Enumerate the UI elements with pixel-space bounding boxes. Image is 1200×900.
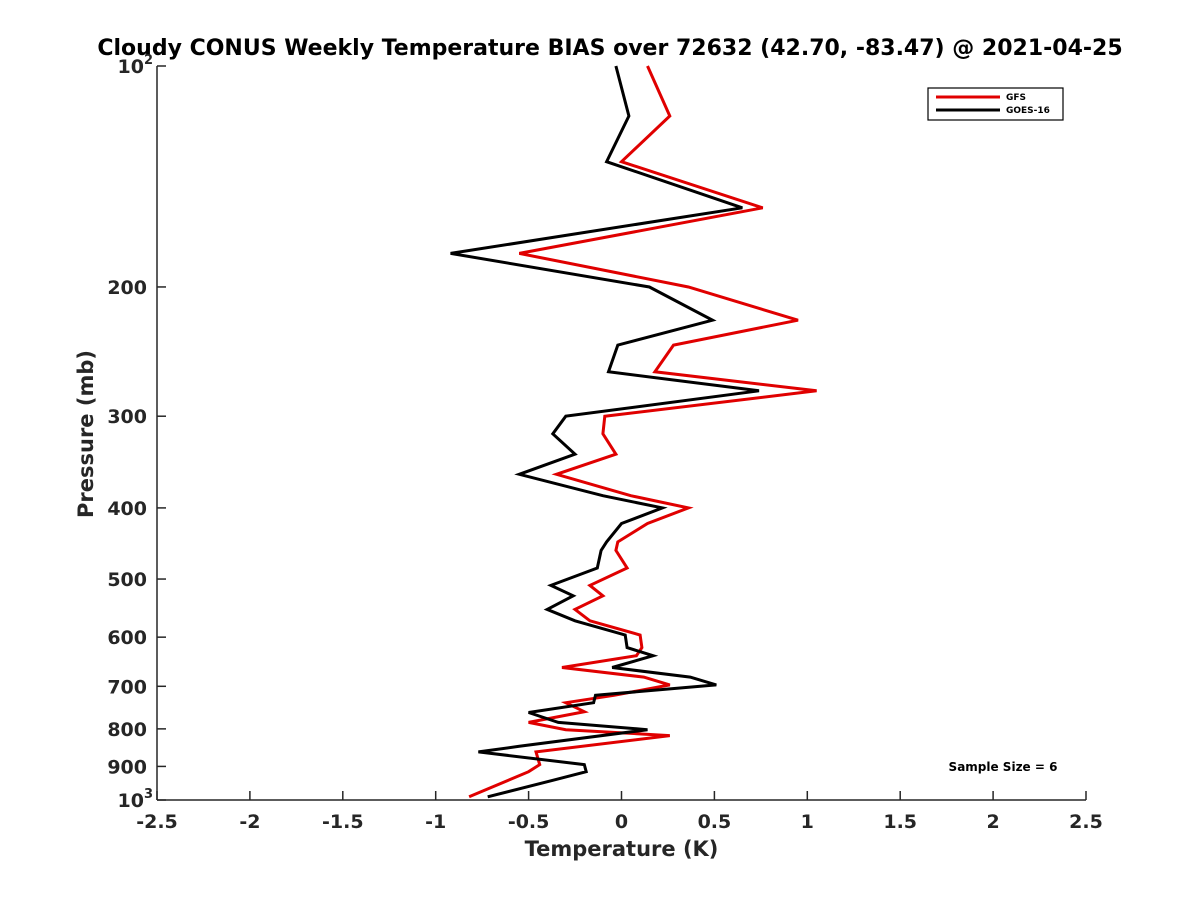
y-axis-ticks: 102 200 300 400 500 600 700 800 900 103 — [107, 53, 166, 812]
x-tick-label: -0.5 — [508, 811, 550, 833]
series-line-goes-16 — [450, 65, 760, 799]
series-line-gfs — [468, 65, 817, 799]
y-tick-label: 600 — [107, 627, 147, 649]
y-axis-label: Pressure (mb) — [74, 350, 98, 518]
y-tick-label: 200 — [107, 277, 147, 299]
x-tick-label: 1.5 — [883, 811, 917, 833]
legend-label: GOES-16 — [1006, 106, 1050, 116]
x-tick-label: 2.5 — [1069, 811, 1103, 833]
axes — [156, 66, 1086, 801]
y-tick-label: 700 — [107, 676, 147, 698]
y-tick-label: 102 — [118, 53, 154, 78]
y-tick-label: 400 — [107, 498, 147, 520]
x-axis-label: Temperature (K) — [525, 837, 719, 861]
chart-title: Cloudy CONUS Weekly Temperature BIAS ove… — [97, 36, 1122, 61]
x-tick-label: 1 — [801, 811, 814, 833]
x-tick-label: -1.5 — [322, 811, 364, 833]
plot-area — [450, 65, 817, 799]
y-tick-label: 500 — [107, 569, 147, 591]
y-tick-label: 300 — [107, 406, 147, 428]
legend-box — [927, 87, 1064, 121]
x-tick-label: -2 — [239, 811, 260, 833]
y-tick-label: 103 — [118, 787, 154, 812]
y-tick-label: 800 — [107, 719, 147, 741]
x-tick-label: -1 — [425, 811, 446, 833]
x-tick-label: -2.5 — [136, 811, 178, 833]
x-axis-ticks: -2.5 -2 -1.5 -1 -0.5 0 0.5 1 1.5 2 2.5 — [136, 791, 1103, 833]
y-tick-label: 900 — [107, 756, 147, 778]
x-tick-label: 0 — [615, 811, 628, 833]
legend: GFS GOES-16 — [927, 87, 1064, 121]
legend-label: GFS — [1006, 93, 1026, 103]
x-tick-label: 0.5 — [698, 811, 732, 833]
sample-size-annotation: Sample Size = 6 — [949, 760, 1058, 774]
x-tick-label: 2 — [986, 811, 999, 833]
